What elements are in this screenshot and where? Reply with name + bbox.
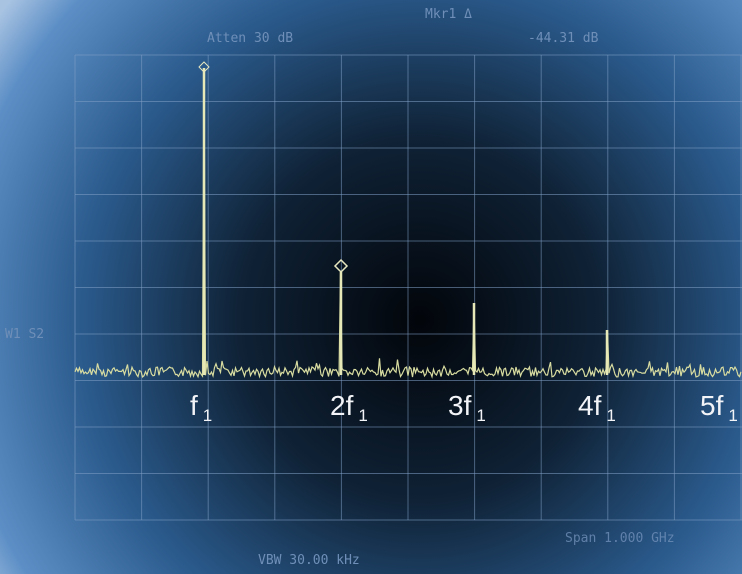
harmonic-sub: 1 (203, 406, 212, 425)
trace-label: W1 S2 (5, 327, 44, 342)
marker: Mkr1 Δ (425, 7, 472, 22)
harmonic-base: 3f (448, 390, 472, 421)
atten: Atten 30 dB (207, 31, 293, 46)
harmonic-base: f (190, 390, 198, 421)
harmonic-base: 4f (578, 390, 602, 421)
spectrum-screen: Atten 30 dB Mkr1 Δ -44.31 dB W1 S2 Span … (0, 0, 742, 574)
harmonic-base: 2f (330, 390, 354, 421)
harmonic-sub: 1 (358, 406, 367, 425)
harmonic-sub: 1 (476, 406, 485, 425)
marker-value: -44.31 dB (528, 31, 599, 46)
vbw: VBW 30.00 kHz (258, 553, 360, 568)
harmonic-sub: 1 (606, 406, 615, 425)
harmonic-base: 5f (700, 390, 724, 421)
span: Span 1.000 GHz (565, 531, 675, 546)
harmonic-sub: 1 (728, 406, 737, 425)
